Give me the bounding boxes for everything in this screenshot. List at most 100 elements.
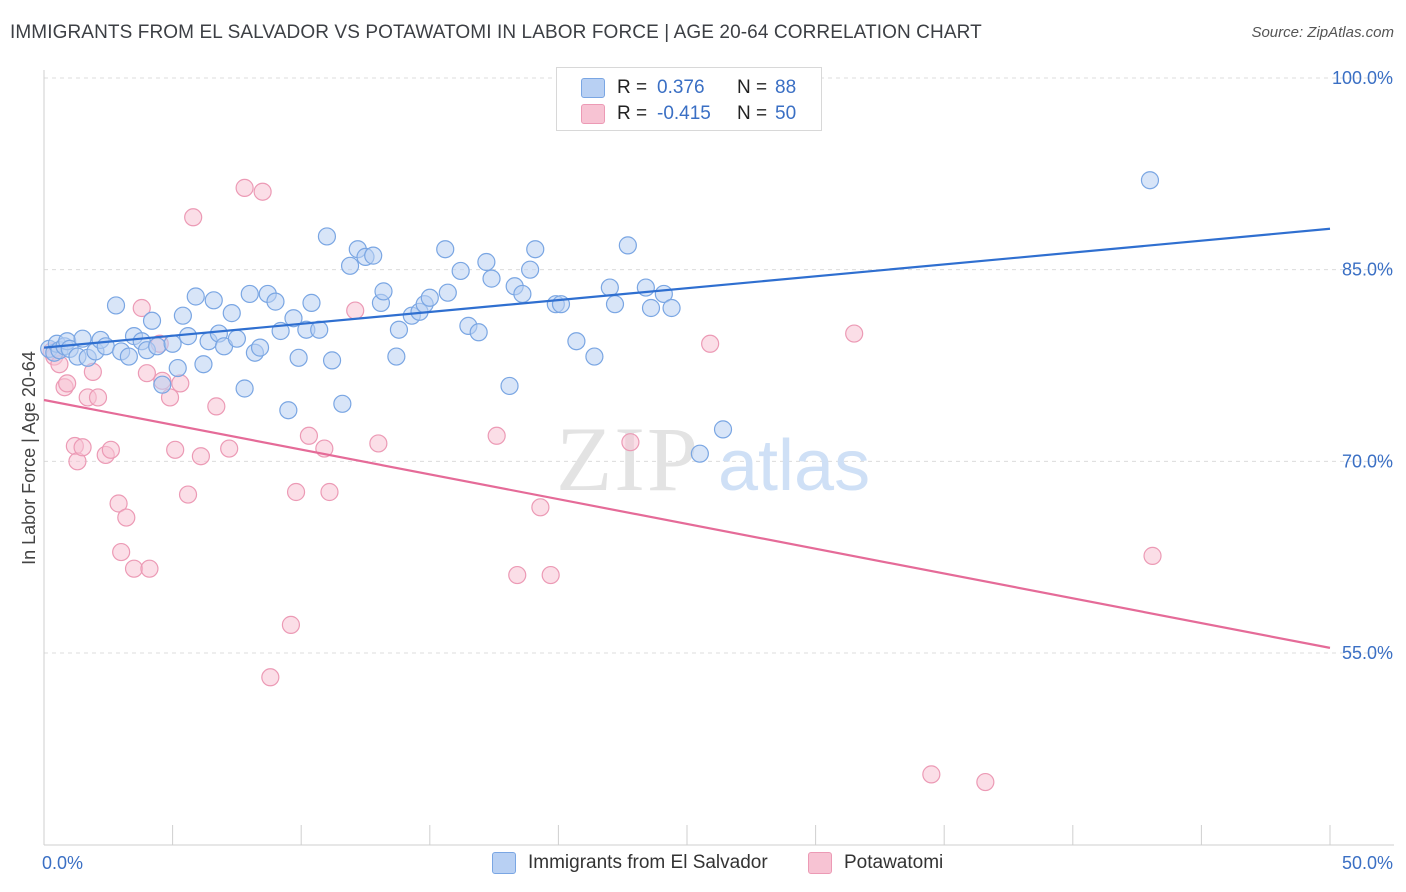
legend-r-label: R =: [617, 77, 648, 98]
legend-n-value: 50: [775, 103, 797, 124]
potawatomi-point: [261, 668, 280, 687]
el-salvador-point: [178, 327, 198, 346]
legend-item-el-salvador: Immigrants from El Salvador: [492, 852, 768, 874]
legend-label-potawatomi: Potawatomi: [844, 852, 944, 873]
el-salvador-point: [317, 227, 337, 246]
potawatomi-point: [299, 426, 319, 445]
potawatomi-point: [124, 559, 144, 578]
el-salvador-point: [333, 394, 352, 413]
el-salvador-point: [119, 347, 138, 366]
el-salvador-point: [451, 261, 470, 281]
el-salvador-point: [284, 309, 303, 328]
potawatomi-point: [137, 364, 156, 383]
y-axis-label: In Labor Force | Age 20-64: [19, 351, 39, 565]
y-tick-label: 55.0%: [1342, 643, 1393, 663]
el-salvador-point: [521, 260, 540, 279]
el-salvador-point: [585, 347, 604, 366]
el-salvador-point: [690, 444, 709, 463]
potawatomi-point: [184, 208, 203, 227]
el-salvador-point: [222, 304, 241, 323]
el-salvador-point: [266, 292, 285, 311]
el-salvador-point: [168, 358, 187, 378]
legend-swatch-blue: [581, 78, 605, 98]
el-salvador-point: [227, 329, 246, 348]
x-tick-label: 0.0%: [42, 853, 83, 873]
potawatomi-point: [369, 434, 388, 453]
el-salvador-point: [420, 288, 439, 307]
el-salvador-point: [364, 246, 383, 265]
legend-swatch-blue: [492, 852, 516, 874]
potawatomi-point: [191, 447, 210, 466]
el-salvador-point: [163, 334, 182, 353]
potawatomi-point: [109, 494, 128, 513]
el-salvador-point: [289, 348, 308, 367]
legend-r-label: R =: [617, 103, 648, 124]
el-salvador-point: [477, 252, 496, 272]
potawatomi-point: [58, 374, 77, 393]
axes: [43, 70, 1394, 846]
el-salvador-point: [713, 420, 733, 439]
el-salvador-point: [469, 323, 488, 342]
el-salvador-point: [526, 240, 545, 259]
potawatomi-point: [117, 508, 136, 527]
el-salvador-point: [387, 347, 406, 366]
el-salvador-point: [500, 376, 519, 396]
el-salvador-point: [618, 236, 637, 255]
potawatomi-point: [88, 388, 108, 407]
el-salvador-point: [106, 296, 126, 315]
potawatomi-point: [320, 482, 339, 502]
legend-n-label: N =: [737, 103, 768, 124]
potawatomi-point: [207, 397, 226, 416]
tick-labels: 55.0% 70.0% 85.0% 100.0% 0.0% 50.0%: [42, 68, 1393, 873]
el-salvador-point: [513, 284, 532, 304]
el-salvador-point: [186, 287, 205, 306]
watermark-zip: ZIP: [556, 408, 700, 510]
legend-item-potawatomi: Potawatomi: [808, 852, 943, 874]
legend-row-el-salvador: R = 0.376 N = 88: [581, 76, 796, 100]
grid-lines: [44, 77, 1394, 654]
el-salvador-point: [194, 355, 213, 374]
potawatomi-point: [220, 439, 239, 458]
x-tick-label: 50.0%: [1342, 853, 1393, 873]
el-salvador-point: [142, 311, 162, 330]
potawatomi-trend-line: [43, 398, 1331, 649]
potawatomi-point: [101, 440, 120, 459]
legend-r-value: 0.376: [657, 77, 705, 98]
y-tick-label: 100.0%: [1332, 68, 1393, 88]
potawatomi-point: [253, 182, 272, 201]
potawatomi-point: [235, 178, 254, 197]
el-salvador-point: [250, 338, 270, 357]
el-salvador-point: [279, 401, 298, 420]
potawatomi-point: [286, 482, 306, 502]
el-salvador-point: [605, 295, 625, 314]
legend-label-el-salvador: Immigrants from El Salvador: [528, 852, 768, 873]
el-salvador-point: [204, 291, 223, 310]
y-tick-label: 70.0%: [1342, 451, 1393, 471]
potawatomi-point: [132, 298, 151, 318]
potawatomi-point: [281, 615, 301, 634]
potawatomi-point: [531, 498, 550, 517]
potawatomi-point: [112, 542, 131, 562]
potawatomi-point: [171, 374, 190, 393]
potawatomi-point: [845, 324, 864, 343]
el-salvador-point: [389, 320, 409, 339]
potawatomi-point: [166, 440, 185, 459]
potawatomi-point: [976, 772, 995, 792]
potawatomi-point: [178, 485, 198, 504]
watermark: ZIP atlas: [556, 408, 870, 510]
trend-lines: [43, 227, 1331, 649]
el-salvador-point: [340, 256, 360, 275]
el-salvador-point: [482, 269, 501, 288]
el-salvador-point: [600, 278, 619, 297]
legend-swatch-pink: [581, 104, 605, 124]
potawatomi-point: [541, 565, 560, 585]
legend-row-potawatomi: R = -0.415 N = 50: [581, 102, 796, 126]
potawatomi-point: [922, 765, 941, 784]
legend-n-value: 88: [775, 77, 797, 98]
potawatomi-point: [1143, 546, 1162, 565]
chart-title: IMMIGRANTS FROM EL SALVADOR VS POTAWATOM…: [10, 22, 982, 43]
el-salvador-trend-line: [43, 227, 1331, 349]
series-legend: Immigrants from El Salvador Potawatomi: [0, 852, 1406, 878]
el-salvador-point: [436, 240, 455, 259]
